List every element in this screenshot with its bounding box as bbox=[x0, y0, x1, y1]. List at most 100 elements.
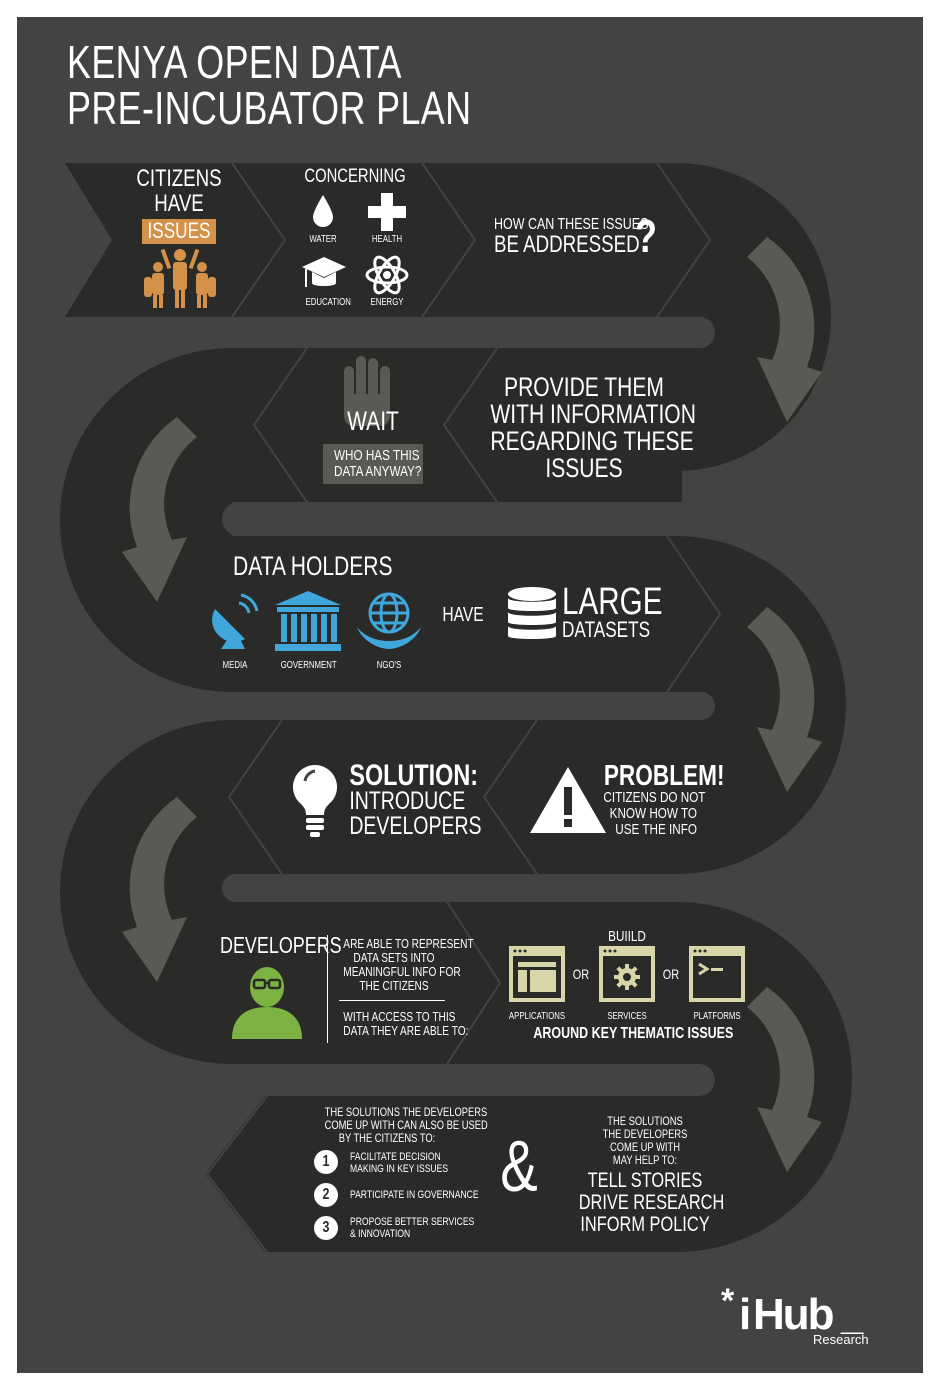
used-line-1: THE SOLUTIONS THE DEVELOPERS bbox=[324, 1105, 488, 1119]
question-mark: ? bbox=[635, 210, 657, 262]
large-label: LARGE bbox=[562, 581, 663, 623]
number-badge-3 bbox=[314, 1216, 338, 1240]
or-connector-2: OR bbox=[662, 966, 680, 982]
thematic-label: AROUND KEY THEMATIC ISSUES bbox=[533, 1025, 734, 1042]
used-line-2: COME UP WITH CAN ALSO BE USED bbox=[324, 1118, 488, 1132]
item-1-line-1: FACILITATE DECISION bbox=[350, 1151, 441, 1163]
provide-line-3: REGARDING THESE bbox=[490, 426, 694, 456]
item-number-1: 1 bbox=[322, 1153, 330, 1170]
logo-star: * bbox=[721, 1282, 735, 1320]
access-line-2: DATA THEY ARE ABLE TO: bbox=[343, 1023, 469, 1038]
datasets-label: DATASETS bbox=[562, 617, 651, 642]
government-building-icon bbox=[275, 591, 341, 651]
title-line-2: PRE-INCUBATOR PLAN bbox=[67, 82, 472, 134]
application-window-icon bbox=[509, 946, 565, 1002]
row-bands bbox=[60, 163, 852, 1252]
services-label: SERVICES bbox=[607, 1011, 647, 1022]
logo-hub: Hub bbox=[753, 1290, 835, 1339]
government-label: GOVERNMENT bbox=[280, 660, 337, 671]
concerning-label: CONCERNING bbox=[304, 166, 406, 187]
protesting-crowd-icon bbox=[144, 248, 216, 308]
outcome-drive-research: DRIVE RESEARCH bbox=[578, 1191, 725, 1214]
applications-label: APPLICATIONS bbox=[508, 1011, 566, 1022]
outcome-tell-stories: TELL STORIES bbox=[587, 1169, 703, 1192]
have-connector: HAVE bbox=[442, 604, 484, 626]
able-line-1: ARE ABLE TO REPRESENT bbox=[343, 936, 474, 951]
water-drop-icon bbox=[313, 195, 333, 227]
problem-label: PROBLEM! bbox=[603, 760, 725, 792]
provide-line-1: PROVIDE THEM bbox=[504, 372, 664, 402]
item-number-2: 2 bbox=[322, 1186, 330, 1203]
developer-avatar-icon bbox=[232, 967, 302, 1039]
problem-line-2: KNOW HOW TO bbox=[609, 805, 697, 822]
ampersand: & bbox=[500, 1127, 538, 1207]
ihub-research-logo: * i Hub _ Research bbox=[717, 1282, 887, 1352]
flow-arrows bbox=[122, 237, 822, 1172]
item-1-line-2: MAKING IN KEY ISSUES bbox=[350, 1163, 449, 1175]
problem-line-1: CITIZENS DO NOT bbox=[603, 789, 706, 806]
issues-label: ISSUES bbox=[147, 218, 211, 243]
logo-underscore: _ bbox=[841, 1294, 864, 1338]
build-label: BUIILD bbox=[608, 928, 646, 945]
gear-window-icon bbox=[599, 946, 655, 1002]
help-line-4: MAY HELP TO: bbox=[612, 1153, 678, 1167]
able-line-2: DATA SETS INTO bbox=[353, 950, 435, 965]
question-line-1: HOW CAN THESE ISSUES bbox=[494, 216, 649, 233]
education-label: EDUCATION bbox=[305, 297, 351, 308]
have-label: HAVE bbox=[154, 190, 204, 217]
atom-icon bbox=[365, 255, 409, 295]
health-label: HEALTH bbox=[371, 234, 403, 245]
globe-hands-icon bbox=[357, 592, 421, 649]
data-holders-label: DATA HOLDERS bbox=[233, 551, 393, 581]
item-2-line-1: PARTICIPATE IN GOVERNANCE bbox=[350, 1189, 479, 1201]
lightbulb-icon bbox=[292, 765, 338, 837]
access-line-1: WITH ACCESS TO THIS bbox=[343, 1009, 456, 1024]
citizens-label: CITIZENS bbox=[136, 165, 222, 192]
who-line-2: DATA ANYWAY? bbox=[334, 463, 422, 480]
number-badge-2 bbox=[314, 1183, 338, 1207]
media-label: MEDIA bbox=[222, 660, 248, 671]
able-line-3: MEANINGFUL INFO FOR bbox=[343, 964, 461, 979]
or-connector-1: OR bbox=[572, 966, 590, 982]
raised-hand-icon bbox=[344, 356, 390, 426]
wait-label: WAIT bbox=[347, 406, 399, 436]
introduce-label: INTRODUCE bbox=[349, 787, 466, 815]
question-line-2: BE ADDRESSED bbox=[494, 231, 640, 258]
help-line-3: COME UP WITH bbox=[609, 1140, 681, 1154]
item-3-line-1: PROPOSE BETTER SERVICES bbox=[350, 1216, 475, 1228]
water-label: WATER bbox=[309, 234, 337, 245]
provide-line-4: ISSUES bbox=[545, 453, 623, 483]
logo-research: Research bbox=[813, 1332, 869, 1347]
graduation-cap-icon bbox=[302, 257, 346, 287]
platforms-label: PLATFORMS bbox=[693, 1011, 741, 1022]
infographic-poster: KENYA OPEN DATA PRE-INCUBATOR PLAN CITIZ… bbox=[17, 17, 923, 1373]
logo-i: i bbox=[739, 1290, 751, 1339]
issues-badge bbox=[142, 219, 216, 244]
developers-divider bbox=[327, 935, 328, 1043]
solution-label: SOLUTION: bbox=[349, 759, 479, 792]
provide-line-2: WITH INFORMATION bbox=[490, 399, 696, 429]
problem-line-3: USE THE INFO bbox=[615, 821, 697, 838]
able-line-4: THE CITIZENS bbox=[359, 978, 429, 993]
help-line-1: THE SOLUTIONS bbox=[607, 1114, 683, 1128]
developers-heading: DEVELOPERS bbox=[220, 932, 342, 958]
title-line-1: KENYA OPEN DATA bbox=[67, 36, 402, 88]
serpentine-path-background bbox=[60, 162, 852, 1253]
number-badge-1 bbox=[314, 1150, 338, 1174]
item-3-line-2: & INNOVATION bbox=[350, 1228, 411, 1240]
developers-label: DEVELOPERS bbox=[349, 812, 482, 840]
who-box bbox=[323, 444, 423, 484]
used-line-3: BY THE CITIZENS TO: bbox=[338, 1131, 436, 1145]
who-line-1: WHO HAS THIS bbox=[334, 447, 420, 464]
terminal-window-icon bbox=[689, 946, 745, 1002]
outcome-inform-policy: INFORM POLICY bbox=[580, 1213, 710, 1236]
item-number-3: 3 bbox=[322, 1219, 330, 1236]
warning-triangle-icon bbox=[530, 767, 606, 833]
ngos-label: NGO's bbox=[376, 660, 402, 671]
health-cross-icon bbox=[368, 193, 406, 231]
database-icon bbox=[508, 587, 556, 639]
able-divider bbox=[339, 1000, 445, 1001]
energy-label: ENERGY bbox=[370, 297, 404, 308]
help-line-2: THE DEVELOPERS bbox=[602, 1127, 688, 1141]
satellite-dish-icon bbox=[212, 593, 259, 649]
